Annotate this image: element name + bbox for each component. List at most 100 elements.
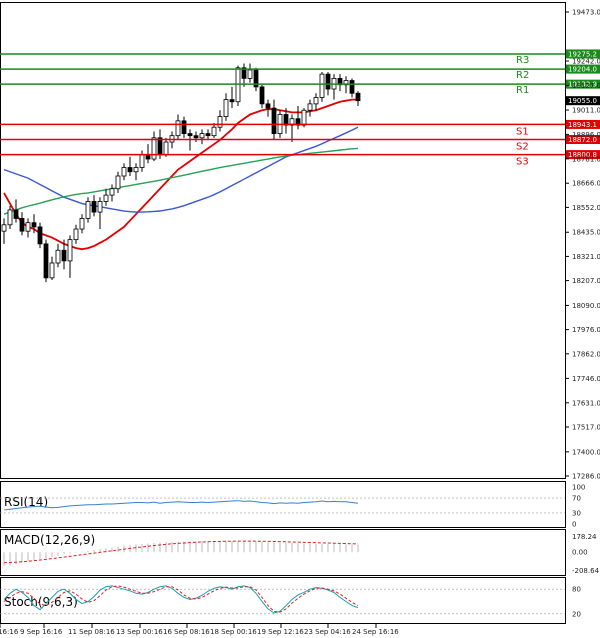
candle-body	[205, 133, 211, 137]
candle-body	[133, 167, 139, 173]
level-name-s3: S3	[516, 157, 529, 168]
candle-body	[259, 86, 265, 105]
candle-body	[25, 222, 31, 232]
candle-body	[211, 126, 217, 137]
level-price-tag	[566, 150, 600, 160]
candle-body	[247, 69, 253, 79]
stoch-panel: Stoch(9,6,3) 80 20	[0, 577, 581, 624]
level-price-label: 19132.9	[568, 81, 597, 89]
x-tick-label: 23 Sep 04:16	[304, 628, 351, 636]
price-panel-frame	[0, 2, 566, 479]
candle-body	[115, 175, 121, 190]
y-tick-label: 19242.0	[572, 58, 600, 66]
candle-body	[55, 249, 61, 264]
rsi-panel: RSI(14) 100 70 30 0	[0, 481, 585, 529]
candle-body	[283, 114, 289, 126]
candle-body	[199, 133, 205, 139]
y-tick-label: 18781.0	[572, 155, 600, 163]
x-tick-label: 9 Sep 16:16	[0, 628, 19, 636]
candle-body	[187, 133, 193, 137]
candle-body	[265, 103, 271, 109]
y-tick-label: 17976.0	[572, 326, 600, 334]
candle-body	[253, 69, 259, 88]
macd-y-tick-label: -208.64	[572, 567, 600, 575]
moving-average-line	[3, 98, 358, 251]
y-tick-label: 18896.0	[572, 131, 600, 139]
y-tick-label: 18207.0	[572, 277, 600, 285]
x-tick-label: 16 Sep 08:16	[163, 628, 210, 636]
level-price-tag	[566, 49, 600, 59]
y-tick-label: 19127.0	[572, 82, 600, 90]
candle-body	[67, 239, 73, 262]
candle-body	[355, 92, 361, 102]
candle-body	[7, 209, 13, 226]
rsi-y-tick-label: 70	[572, 495, 581, 503]
macd-panel: MACD(12,26,9) 178.24 0.00 -208.64	[0, 529, 600, 576]
level-name-r3: R3	[516, 55, 529, 66]
candle-body	[91, 201, 97, 213]
candle-body	[97, 201, 103, 213]
candle-body	[223, 99, 229, 117]
candle-body	[37, 226, 43, 245]
macd-y-tick-label: 0.00	[572, 549, 588, 557]
candle-body	[163, 141, 169, 156]
candle-body	[85, 201, 91, 219]
x-tick-label: 19 Sep 12:16	[257, 628, 304, 636]
y-tick-label: 17286.0	[572, 473, 600, 481]
candle-body	[43, 243, 49, 279]
macd-y-tick-label: 178.24	[572, 533, 597, 541]
candle-body	[325, 73, 331, 90]
stoch-y-tick-label: 80	[572, 586, 581, 594]
y-tick-label: 17400.0	[572, 448, 600, 456]
level-name-r1: R1	[516, 85, 529, 96]
y-tick-label: 17517.0	[572, 423, 600, 431]
candle-body	[1, 224, 7, 232]
candle-body	[271, 107, 277, 134]
macd-title: MACD(12,26,9)	[4, 533, 95, 547]
x-tick-label: 24 Sep 16:16	[352, 628, 399, 636]
level-price-tag	[566, 79, 600, 89]
stoch-signal-line	[3, 585, 359, 613]
candle-body	[151, 137, 157, 160]
candle-body	[13, 209, 19, 219]
candle-body	[73, 228, 79, 241]
y-tick-label: 19011.0	[572, 107, 600, 115]
candle-body	[79, 218, 85, 230]
candle-body	[145, 154, 151, 160]
x-tick-label: 13 Sep 00:16	[116, 628, 163, 636]
rsi-y-tick-label: 100	[572, 484, 585, 492]
candle-body	[61, 249, 67, 262]
candle-body	[157, 137, 163, 156]
level-price-label: 18800.8	[568, 151, 597, 159]
current-price-label: 19055.0	[568, 97, 597, 105]
candle-body	[229, 99, 235, 103]
y-tick-label: 18090.0	[572, 302, 600, 310]
y-tick-label: 18666.0	[572, 180, 600, 188]
rsi-title: RSI(14)	[4, 495, 48, 509]
y-tick-label: 17862.0	[572, 350, 600, 358]
stoch-title: Stoch(9,6,3)	[4, 595, 78, 609]
candle-body	[241, 67, 247, 79]
level-name-r2: R2	[516, 70, 529, 81]
x-tick-label: 11 Sep 08:16	[68, 628, 115, 636]
y-tick-label: 18321.0	[572, 253, 600, 261]
level-price-label: 18872.0	[568, 136, 597, 144]
current-price-tag	[566, 96, 600, 106]
stoch-main-line	[3, 585, 359, 614]
level-name-s1: S1	[516, 126, 529, 137]
y-tick-label: 19473.0	[572, 9, 600, 17]
y-tick-label: 17746.0	[572, 375, 600, 383]
level-price-label: 19275.2	[568, 50, 597, 58]
level-price-label: 18943.1	[568, 121, 597, 129]
candle-body	[307, 103, 313, 111]
candle-body	[217, 116, 223, 128]
candle-body	[127, 167, 133, 173]
macd-panel-frame	[0, 529, 566, 576]
level-price-tag	[566, 135, 600, 145]
candle-body	[181, 120, 187, 134]
candle-body	[139, 154, 145, 168]
candle-body	[313, 97, 319, 105]
rsi-y-tick-label: 30	[572, 509, 581, 517]
